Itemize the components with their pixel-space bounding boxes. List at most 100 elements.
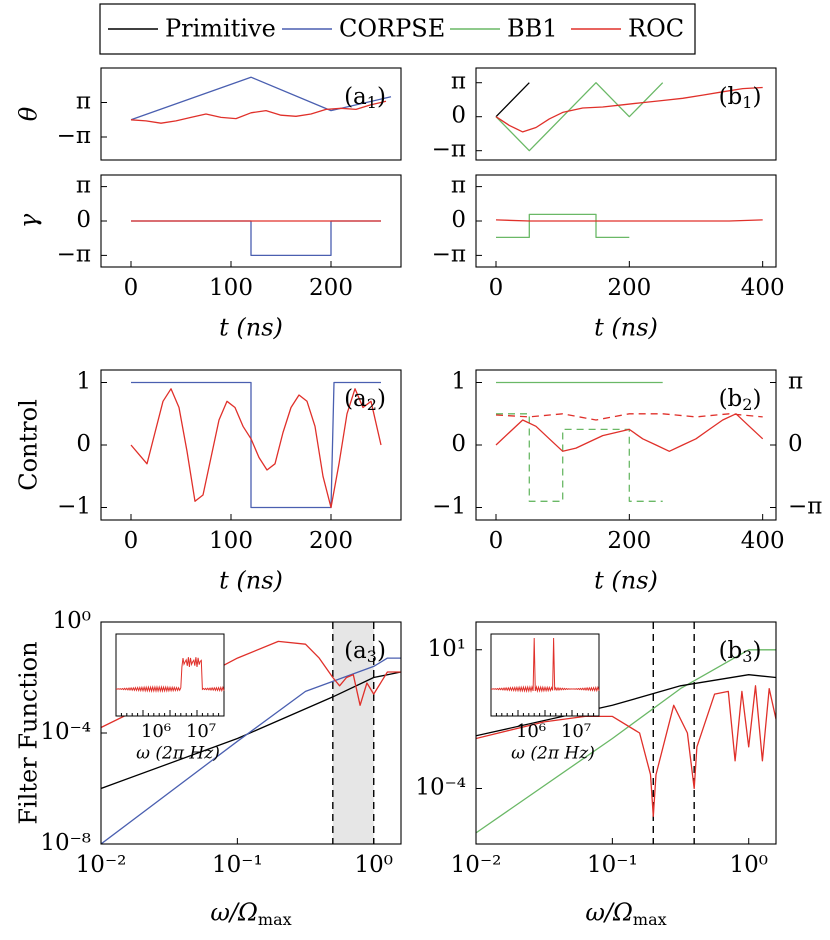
x-tick-label: 200 xyxy=(607,275,651,301)
x-tick-label: 10⁰ xyxy=(354,852,393,878)
inset-frame xyxy=(115,633,225,717)
series-roc-1 xyxy=(130,100,387,124)
panel-label-close: ) xyxy=(377,386,386,412)
x-tick-label: 200 xyxy=(309,275,353,301)
x-tick-label: 10⁻² xyxy=(76,852,127,878)
series-corpse-1 xyxy=(101,657,401,844)
y-tick-label-right: π xyxy=(788,369,803,395)
series-roc-2 xyxy=(476,685,776,817)
series-roc-1 xyxy=(495,219,763,222)
x-axis-label: ω/Ωmax xyxy=(210,899,291,929)
panel-label: (a1) xyxy=(344,84,386,112)
y-tick-label: −π xyxy=(432,137,466,163)
plot-area-b2 xyxy=(495,381,764,502)
y-tick-label: 1 xyxy=(451,369,466,395)
inset-series-roc xyxy=(490,637,600,693)
y-tick-label: π xyxy=(451,173,466,199)
x-axis-label: t (ns) xyxy=(594,314,658,342)
plot-area-ga xyxy=(131,220,381,257)
series-corpse-0 xyxy=(130,76,392,121)
series-primitive-0 xyxy=(495,82,530,118)
panel-gb: π 0 −π 0 200 400 t (ns) xyxy=(432,173,785,342)
y-axis-label: θ xyxy=(15,106,43,121)
series-bb1-0 xyxy=(496,213,630,239)
inset-x-tick-label: 10⁶ xyxy=(141,721,171,742)
panel-label-close: ) xyxy=(752,386,761,412)
x-tick-label: 100 xyxy=(209,528,253,554)
x-tick-label: 100 xyxy=(209,275,253,301)
y-axis-label: Control xyxy=(15,399,43,491)
x-tick-label: 10⁻¹ xyxy=(212,852,263,878)
y-tick-label: −π xyxy=(57,241,91,267)
panel-label: (b2) xyxy=(719,386,762,414)
x-tick-label: 0 xyxy=(489,528,504,554)
panel-b1: π 0 −π (b1) xyxy=(432,67,777,163)
panel-label-sub: 3 xyxy=(742,647,752,666)
series-bb1-0 xyxy=(476,649,776,834)
x-tick-label: 400 xyxy=(741,528,785,554)
series-corpse-0 xyxy=(131,220,381,257)
series-roc-3 xyxy=(495,413,764,452)
series-roc-1 xyxy=(130,388,382,509)
plot-area-a2 xyxy=(130,381,382,509)
plot-area-b1 xyxy=(495,82,763,152)
x-tick-label: 10⁻¹ xyxy=(587,852,638,878)
plot-area-a1 xyxy=(130,76,392,124)
inset-frame xyxy=(490,633,600,717)
shaded-band xyxy=(332,622,374,844)
y-tick-label: 10⁻⁴ xyxy=(40,719,91,745)
y-tick-label: π xyxy=(451,69,466,95)
y-tick-label: 0 xyxy=(451,431,466,457)
inset-series-roc xyxy=(115,657,225,693)
y-tick-label: 0 xyxy=(76,431,91,457)
x-tick-label: 200 xyxy=(607,528,651,554)
y-axis-label: γ xyxy=(15,213,43,228)
panel-label: (b1) xyxy=(719,84,762,112)
panel-label: (a3) xyxy=(344,638,386,666)
panel-a1: π −π θ (a1) xyxy=(15,67,402,161)
x-axis-label: t (ns) xyxy=(219,314,283,342)
x-axis-label-sub: max xyxy=(258,910,292,929)
inset-x-axis-label: ω (2π Hz) xyxy=(511,744,595,764)
series-primitive-0 xyxy=(101,671,401,790)
y-tick-label: 0 xyxy=(451,207,466,233)
panel-a3: 10⁰ 10⁻⁴ 10⁻⁸10⁻² 10⁻¹ 10⁰ ω/Ωmax Filter Funct… xyxy=(15,608,402,929)
y-tick-label: π xyxy=(76,89,91,115)
panel-label-sub: 2 xyxy=(742,395,752,414)
panel-label-close: ) xyxy=(752,84,761,110)
panel-b2: 1 0 −1 π 0 −π 0 200 400 t (ns) (b2) xyxy=(432,369,822,595)
x-tick-label: 0 xyxy=(124,275,139,301)
series-roc-dashed-2 xyxy=(495,413,763,421)
panel-label-sub: 1 xyxy=(742,93,752,112)
x-axis-label: ω/Ωmax xyxy=(585,899,666,929)
series-roc-2 xyxy=(495,86,763,133)
legend-entry-roc: ROC xyxy=(628,15,684,43)
y-tick-label: −π xyxy=(57,123,91,149)
legend-entry-corpse: CORPSE xyxy=(339,15,445,43)
panel-label: (a2) xyxy=(344,386,386,414)
x-tick-label: 400 xyxy=(741,275,785,301)
panel-ga: π 0 −π 0 100 200 t (ns) γ xyxy=(15,173,402,342)
x-tick-label: 10⁻² xyxy=(451,852,502,878)
panel-a2: 1 0 −1 0 100 200 t (ns) Control (a2) xyxy=(15,369,402,595)
axis-frame xyxy=(475,621,777,845)
x-axis-label: t (ns) xyxy=(594,567,658,595)
panel-label: (b3) xyxy=(719,638,762,666)
panel-label-close: ) xyxy=(752,638,761,664)
legend: Primitive CORPSE BB1 ROC xyxy=(99,3,696,55)
y-axis-label: Filter Function xyxy=(15,641,43,824)
series-corpse-0 xyxy=(131,381,381,509)
x-tick-label: 10⁰ xyxy=(729,852,768,878)
legend-entry-primitive: Primitive xyxy=(165,15,276,43)
plot-area-gb xyxy=(495,213,763,239)
y-tick-label: π xyxy=(76,173,91,199)
panel-label-close: ) xyxy=(377,638,386,664)
y-tick-label: 10⁻⁴ xyxy=(415,775,466,801)
inset-x-tick-label: 10⁷ xyxy=(561,721,591,742)
series-roc-2 xyxy=(101,640,401,729)
axis-frame xyxy=(100,67,402,161)
inset-x-tick-label: 10⁶ xyxy=(516,721,546,742)
